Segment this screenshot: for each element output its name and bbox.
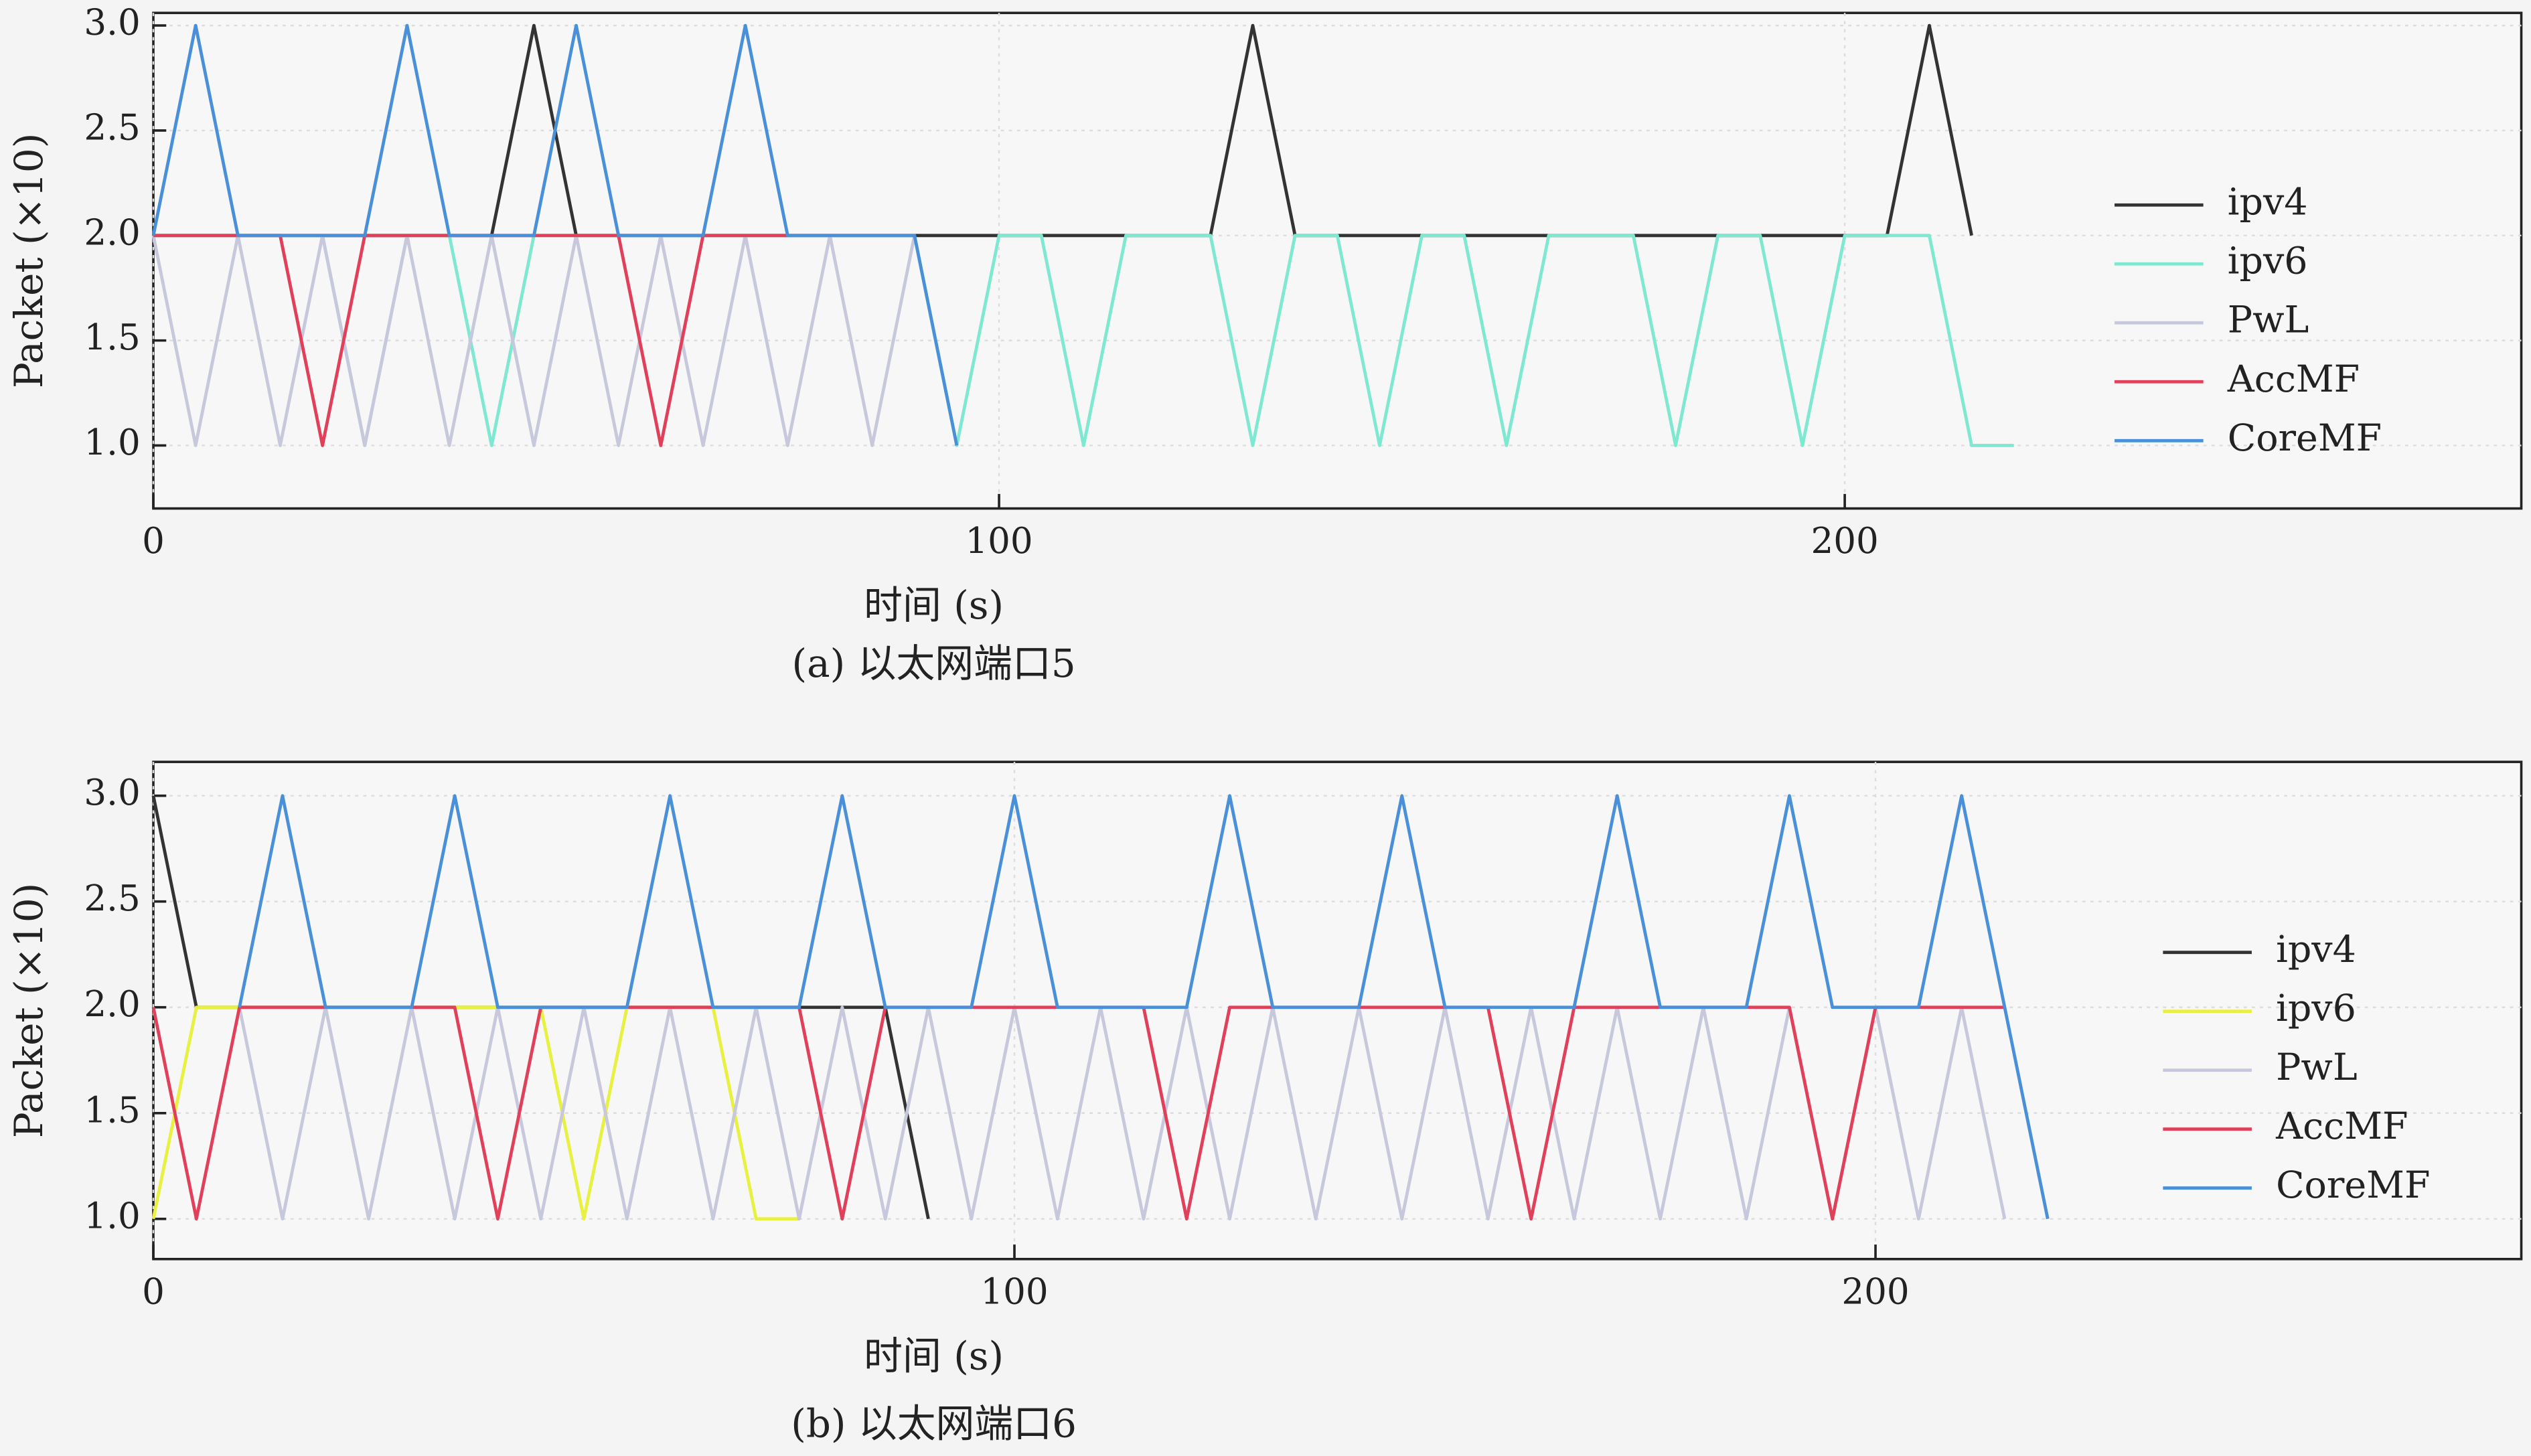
y-axis-label: Packet (×10): [6, 133, 52, 388]
legend-label: ipv4: [2276, 928, 2356, 971]
caption: (b) 以太网端口6: [791, 1401, 1077, 1447]
series-line: [153, 234, 2014, 447]
y-tick-label: 3.0: [84, 2, 140, 44]
legend-label: AccMF: [2227, 358, 2360, 401]
series-line: [151, 234, 917, 447]
legend-label: ipv6: [2228, 240, 2308, 283]
y-axis-label: Packet (×10): [6, 883, 52, 1138]
y-tick-label: 1.0: [84, 1195, 140, 1236]
caption: (a) 以太网端口5: [792, 641, 1076, 686]
legend-label: PwL: [2228, 299, 2309, 342]
series-line: [238, 1005, 2007, 1221]
series-line: [238, 794, 2050, 1220]
y-tick-label: 2.0: [84, 212, 140, 253]
series-line: [151, 23, 959, 446]
series-line: [153, 23, 1973, 238]
x-axis-label: 时间 (s): [864, 582, 1004, 628]
legend-label: CoreMF: [2276, 1164, 2430, 1207]
y-tick-label: 3.0: [84, 772, 140, 813]
x-tick-label: 200: [1811, 520, 1878, 562]
x-tick-label: 100: [980, 1271, 1048, 1312]
legend-label: CoreMF: [2228, 417, 2382, 460]
legend-label: PwL: [2276, 1046, 2358, 1089]
x-tick-label: 0: [142, 1271, 165, 1312]
y-tick-label: 1.5: [84, 317, 140, 358]
y-tick-label: 2.5: [84, 106, 140, 148]
legend-label: ipv6: [2276, 987, 2356, 1030]
y-tick-label: 1.0: [84, 422, 140, 463]
plot-area: [152, 11, 2523, 510]
x-axis-label: 时间 (s): [864, 1333, 1004, 1378]
y-tick-label: 2.5: [84, 878, 140, 919]
legend-label: AccMF: [2275, 1105, 2408, 1148]
y-tick-label: 2.0: [84, 983, 140, 1025]
x-tick-label: 200: [1841, 1271, 1909, 1312]
x-tick-label: 100: [965, 520, 1032, 562]
legend-label: ipv4: [2228, 181, 2308, 224]
x-tick-label: 0: [142, 520, 165, 562]
y-tick-label: 1.5: [84, 1089, 140, 1131]
